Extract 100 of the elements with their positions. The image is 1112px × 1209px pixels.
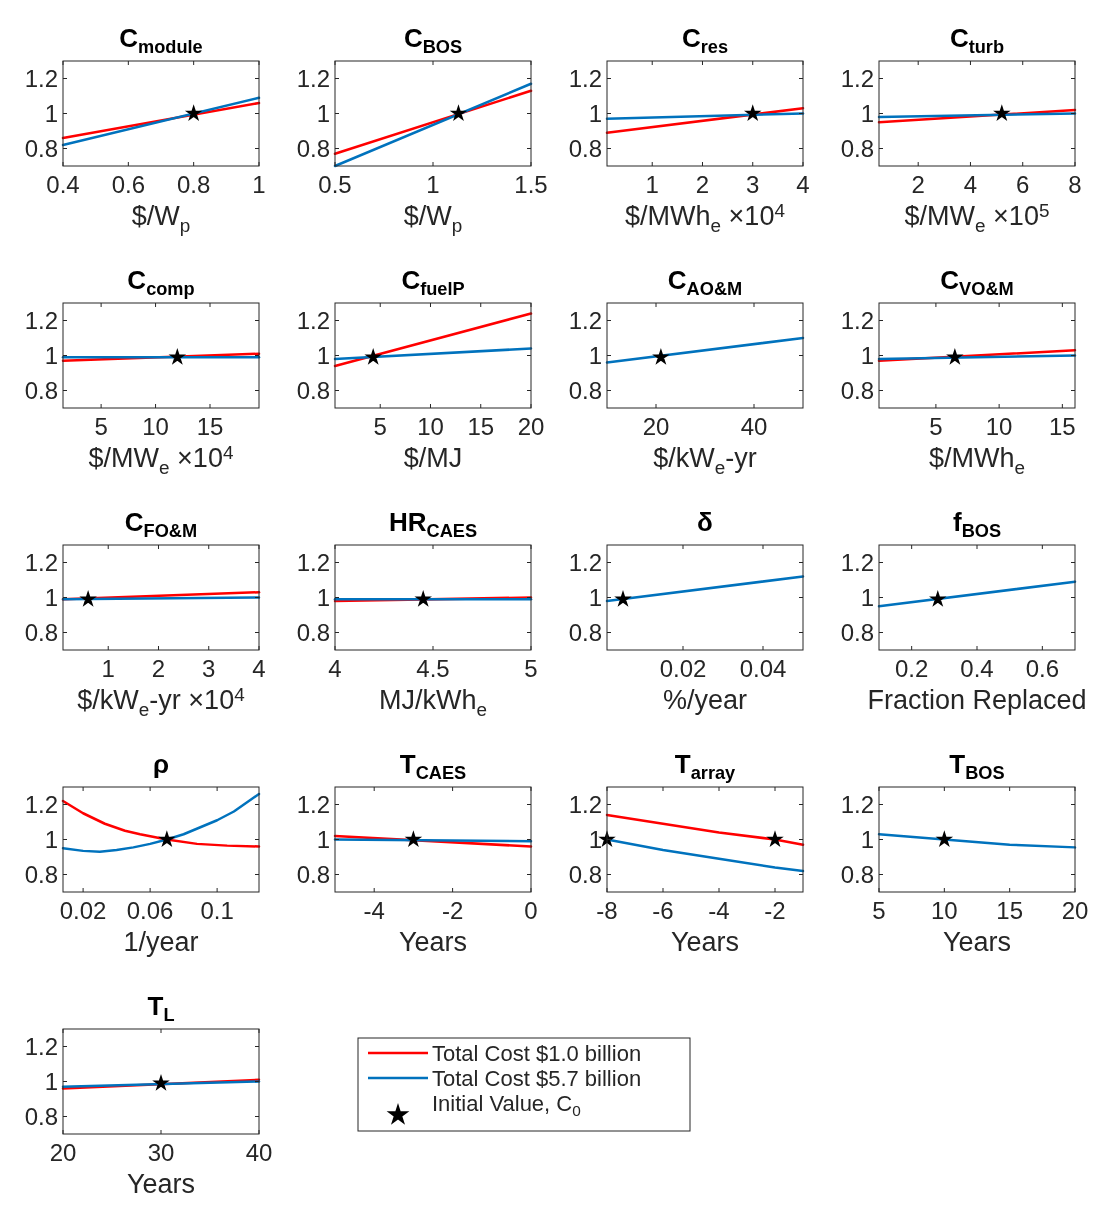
x-axis-title: $/MWh$_{e}$ ×10$^{4}$ bbox=[625, 200, 785, 236]
x-tick-label: 15 bbox=[196, 413, 224, 440]
chart-title: C$_{FO&M}$ bbox=[124, 507, 198, 542]
y-tick-label: 1.2 bbox=[296, 548, 330, 576]
y-tick-label: 1 bbox=[860, 825, 874, 853]
x-tick-label: 30 bbox=[147, 1139, 175, 1166]
y-tick-label: 1 bbox=[860, 99, 874, 127]
x-tick-label: 3 bbox=[202, 655, 216, 682]
y-tick-label: 1.2 bbox=[296, 790, 330, 818]
x-tick-label: 20 bbox=[1061, 897, 1089, 924]
x-axis-title: Fraction Replaced bbox=[867, 685, 1087, 715]
y-tick-label: 0.8 bbox=[296, 618, 330, 646]
x-tick-label: 10 bbox=[142, 413, 169, 440]
y-tick-label: 0.8 bbox=[840, 618, 874, 646]
x-tick-label: -2 bbox=[441, 897, 464, 924]
y-tick-label: 1.2 bbox=[24, 548, 58, 576]
y-tick-label: 0.8 bbox=[296, 134, 330, 162]
y-tick-label: 1.2 bbox=[568, 790, 602, 818]
y-tick-label: 0.8 bbox=[24, 134, 58, 162]
chart-title: C$_{VO&M}$ bbox=[940, 265, 1014, 300]
x-tick-label: 0.8 bbox=[176, 171, 211, 198]
y-tick-label: 0.8 bbox=[296, 860, 330, 888]
x-tick-label: 4 bbox=[796, 171, 810, 198]
x-tick-label: 5 bbox=[373, 413, 387, 440]
y-tick-label: 1 bbox=[588, 99, 602, 127]
x-tick-label: 1.5 bbox=[514, 171, 548, 198]
x-tick-label: 5 bbox=[524, 655, 538, 682]
y-tick-label: 1 bbox=[588, 825, 602, 853]
x-axis-title: Years bbox=[398, 927, 468, 957]
x-tick-label: 1 bbox=[645, 171, 659, 198]
x-tick-label: 0.06 bbox=[126, 897, 174, 924]
y-tick-label: 1 bbox=[44, 583, 58, 611]
x-tick-label: 1 bbox=[252, 171, 266, 198]
y-tick-label: 1.2 bbox=[24, 64, 58, 92]
x-axis-title: $/MW$_{e}$ ×10$^{5}$ bbox=[904, 200, 1050, 236]
y-tick-label: 0.8 bbox=[24, 860, 58, 888]
x-axis-title: Years bbox=[942, 927, 1012, 957]
x-tick-label: 15 bbox=[467, 413, 495, 440]
chart-title: f$_{BOS}$ bbox=[952, 507, 1002, 542]
chart-title: C$_{res}$ bbox=[681, 23, 729, 58]
x-tick-label: 20 bbox=[49, 1139, 77, 1166]
x-tick-label: 2 bbox=[151, 655, 166, 682]
y-tick-label: 1.2 bbox=[296, 64, 330, 92]
y-tick-label: 1.2 bbox=[24, 790, 58, 818]
x-tick-label: 0.1 bbox=[200, 897, 234, 924]
x-tick-label: 8 bbox=[1068, 171, 1082, 198]
y-tick-label: 0.8 bbox=[296, 376, 330, 404]
x-tick-label: 40 bbox=[245, 1139, 273, 1166]
x-tick-label: 3 bbox=[746, 171, 760, 198]
x-tick-label: 0.02 bbox=[659, 655, 707, 682]
chart-title: δ bbox=[697, 507, 713, 537]
y-tick-label: 1.2 bbox=[840, 548, 874, 576]
chart-title: C$_{fuelP}$ bbox=[401, 265, 465, 300]
x-tick-label: -2 bbox=[764, 897, 786, 924]
x-tick-label: 1 bbox=[426, 171, 440, 198]
x-axis-title: $/W$_{p}$ bbox=[403, 201, 463, 236]
x-tick-label: 0 bbox=[524, 897, 538, 924]
y-tick-label: 0.8 bbox=[24, 618, 58, 646]
chart-title: T$_{array}$ bbox=[674, 749, 737, 784]
x-axis-title: $/kW$_{e}$-yr ×10$^{4}$ bbox=[77, 684, 245, 720]
y-tick-label: 1.2 bbox=[568, 306, 602, 334]
x-tick-label: 0.4 bbox=[46, 171, 80, 198]
x-axis-title: %/year bbox=[662, 685, 748, 715]
y-tick-label: 1.2 bbox=[568, 548, 602, 576]
x-tick-label: 6 bbox=[1016, 171, 1030, 198]
y-tick-label: 1 bbox=[44, 341, 58, 369]
y-tick-label: 0.8 bbox=[840, 376, 874, 404]
x-tick-label: 10 bbox=[930, 897, 958, 924]
x-tick-label: -6 bbox=[652, 897, 674, 924]
x-axis-title: $/MW$_{e}$ ×10$^{4}$ bbox=[88, 442, 234, 478]
x-tick-label: 10 bbox=[417, 413, 444, 440]
x-tick-label: 5 bbox=[94, 413, 108, 440]
x-tick-label: 0.6 bbox=[1025, 655, 1060, 682]
y-tick-label: 0.8 bbox=[568, 376, 602, 404]
legend-label: Total Cost $1.0 billion bbox=[432, 1041, 642, 1066]
chart-title: T$_{BOS}$ bbox=[949, 749, 1005, 784]
x-tick-label: 5 bbox=[872, 897, 886, 924]
x-tick-label: 40 bbox=[740, 413, 768, 440]
x-tick-label: 0.5 bbox=[318, 171, 352, 198]
legend-label: Initial Value, C$_{0}$ bbox=[432, 1091, 581, 1120]
y-tick-label: 1 bbox=[588, 583, 602, 611]
chart-title: ρ bbox=[152, 749, 170, 779]
y-tick-label: 1.2 bbox=[24, 1032, 58, 1060]
y-tick-label: 1 bbox=[860, 341, 874, 369]
x-tick-label: 4 bbox=[963, 171, 978, 198]
x-axis-title: 1/year bbox=[123, 927, 199, 957]
x-tick-label: 4 bbox=[252, 655, 266, 682]
y-tick-label: 1 bbox=[44, 825, 58, 853]
y-tick-label: 0.8 bbox=[840, 860, 874, 888]
y-tick-label: 1.2 bbox=[840, 790, 874, 818]
y-tick-label: 1 bbox=[316, 341, 330, 369]
y-tick-label: 1 bbox=[316, 99, 330, 127]
x-tick-label: 4.5 bbox=[416, 655, 450, 682]
y-tick-label: 1 bbox=[860, 583, 874, 611]
y-tick-label: 1 bbox=[44, 99, 58, 127]
y-tick-label: 0.8 bbox=[568, 134, 602, 162]
x-tick-label: 2 bbox=[911, 171, 925, 198]
y-tick-label: 1 bbox=[316, 583, 330, 611]
y-tick-label: 0.8 bbox=[24, 1102, 58, 1130]
y-tick-label: 1.2 bbox=[840, 64, 874, 92]
